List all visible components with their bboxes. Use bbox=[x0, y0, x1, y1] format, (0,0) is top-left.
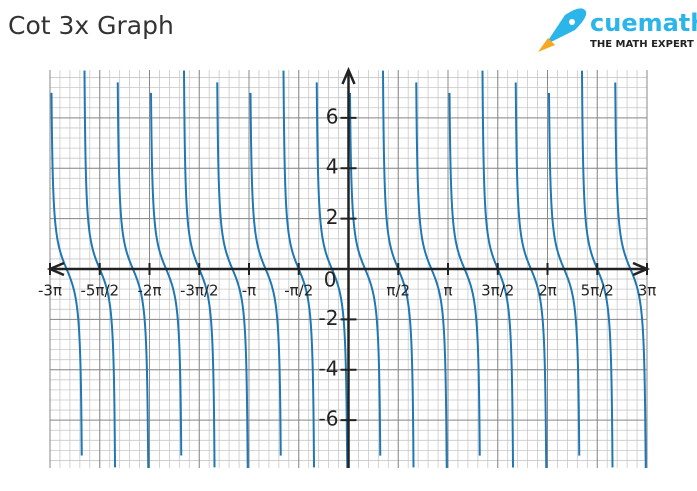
x-tick-label: -5π/2 bbox=[80, 282, 119, 300]
y-tick-label: 4 bbox=[326, 155, 339, 179]
x-tick-label: π bbox=[443, 282, 452, 300]
y-tick-label: 2 bbox=[326, 205, 339, 229]
x-tick-label: 3π bbox=[638, 282, 657, 300]
brand-name: cuemath bbox=[590, 9, 697, 37]
y-tick-label: 6 bbox=[326, 104, 339, 128]
x-tick-label: -2π bbox=[138, 282, 162, 300]
x-tick-label: -π/2 bbox=[284, 282, 313, 300]
chart-title: Cot 3x Graph bbox=[8, 11, 174, 40]
x-tick-label: 2π bbox=[538, 282, 557, 300]
x-tick-label: 5π/2 bbox=[581, 282, 614, 300]
x-tick-label: -π bbox=[242, 282, 256, 300]
x-tick-label: -3π bbox=[38, 282, 62, 300]
x-tick-label: π/2 bbox=[386, 282, 410, 300]
y-tick-label: -2 bbox=[319, 306, 339, 330]
logo bbox=[538, 8, 587, 52]
axis-arrow bbox=[341, 66, 356, 85]
origin-label: 0 bbox=[324, 268, 337, 292]
brand-tagline: THE MATH EXPERT bbox=[590, 39, 694, 50]
y-tick-label: -6 bbox=[319, 407, 339, 431]
x-tick-label: -3π/2 bbox=[180, 282, 219, 300]
y-tick-label: -4 bbox=[319, 356, 339, 380]
x-tick-label: 3π/2 bbox=[481, 282, 514, 300]
